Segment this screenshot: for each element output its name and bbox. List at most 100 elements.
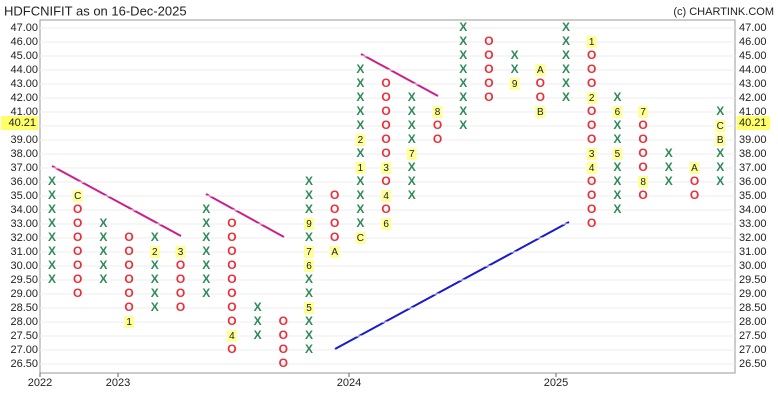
box: X: [202, 202, 210, 216]
month-marker: [304, 246, 314, 258]
month-label: 6: [306, 261, 312, 272]
box: O: [587, 118, 596, 132]
month-marker: [304, 260, 314, 272]
y-tick-label: 26.50: [739, 358, 767, 370]
y-tick-label: 37.00: [10, 162, 38, 174]
y-tick-label: 39.00: [10, 134, 38, 146]
month-label: A: [331, 247, 338, 258]
box: X: [254, 314, 262, 328]
box: X: [48, 258, 56, 272]
month-marker: [304, 302, 314, 314]
y-tick-label: 28.00: [739, 316, 767, 328]
box: O: [587, 132, 596, 146]
x-tick-label: 2023: [106, 377, 130, 389]
box: X: [202, 272, 210, 286]
y-tick-label: 34.00: [739, 204, 767, 216]
box: O: [124, 230, 133, 244]
month-marker: [509, 78, 520, 90]
box: X: [408, 174, 416, 188]
y-tick-label: 33.00: [10, 218, 38, 230]
box: O: [638, 160, 647, 174]
month-marker: [381, 190, 392, 202]
box: X: [613, 174, 621, 188]
box: X: [305, 272, 313, 286]
box: X: [613, 90, 621, 104]
box: X: [459, 90, 467, 104]
box: O: [227, 244, 236, 258]
month-marker: [586, 92, 597, 104]
month-marker: [381, 218, 392, 230]
month-label: 4: [383, 191, 389, 202]
y-tick-label: 44.00: [10, 64, 38, 76]
month-marker: [612, 148, 623, 160]
box: X: [48, 216, 56, 230]
box: X: [408, 90, 416, 104]
box: O: [227, 314, 236, 328]
box: O: [330, 216, 339, 230]
month-label: 3: [383, 163, 389, 174]
box: X: [408, 160, 416, 174]
box: X: [151, 272, 159, 286]
pnf-column: XXX: [254, 300, 262, 342]
box: O: [227, 286, 236, 300]
box: O: [484, 48, 493, 62]
box: X: [99, 244, 107, 258]
month-label: 5: [306, 303, 312, 314]
box: O: [279, 328, 288, 342]
box: X: [459, 34, 467, 48]
box: O: [124, 300, 133, 314]
box: O: [587, 76, 596, 90]
box: O: [484, 62, 493, 76]
y-tick-label: 29.00: [739, 288, 767, 300]
y-tick-label: 32.00: [10, 232, 38, 244]
box: X: [613, 160, 621, 174]
box: X: [151, 230, 159, 244]
month-label: C: [74, 191, 81, 202]
box: O: [587, 202, 596, 216]
box: X: [305, 286, 313, 300]
box: O: [176, 258, 185, 272]
month-marker: [406, 148, 417, 160]
month-label: C: [717, 121, 724, 132]
pnf-column: XX 9: [509, 48, 520, 90]
month-label: 8: [640, 177, 646, 188]
box: O: [176, 272, 185, 286]
y-tick-label: 33.00: [739, 218, 767, 230]
box: O: [73, 202, 82, 216]
box: O: [381, 90, 390, 104]
box: X: [562, 62, 570, 76]
month-label: C: [357, 233, 364, 244]
box: O: [73, 258, 82, 272]
box: X: [613, 202, 621, 216]
box: O: [587, 104, 596, 118]
box: O: [330, 202, 339, 216]
pnf-column: OO8: [432, 106, 443, 146]
box: X: [356, 174, 364, 188]
box: X: [356, 118, 364, 132]
month-label: 3: [178, 247, 184, 258]
month-marker: [612, 106, 623, 118]
y-tick-label: 29.50: [739, 274, 767, 286]
box: O: [638, 188, 647, 202]
month-label: 7: [306, 247, 312, 258]
month-label: 2: [152, 247, 158, 258]
box: O: [73, 272, 82, 286]
box: X: [613, 132, 621, 146]
y-tick-label: 37.00: [739, 162, 767, 174]
month-marker: [638, 176, 649, 188]
trend-line: [334, 221, 570, 350]
box: X: [459, 118, 467, 132]
box: O: [690, 174, 699, 188]
month-label: 4: [229, 331, 235, 342]
y-tick-label: 29.50: [10, 274, 38, 286]
y-tick-label: 47.00: [739, 22, 767, 34]
y-tick-label: 27.00: [739, 344, 767, 356]
box: O: [330, 230, 339, 244]
month-label: 4: [589, 163, 595, 174]
month-marker: [586, 162, 597, 174]
